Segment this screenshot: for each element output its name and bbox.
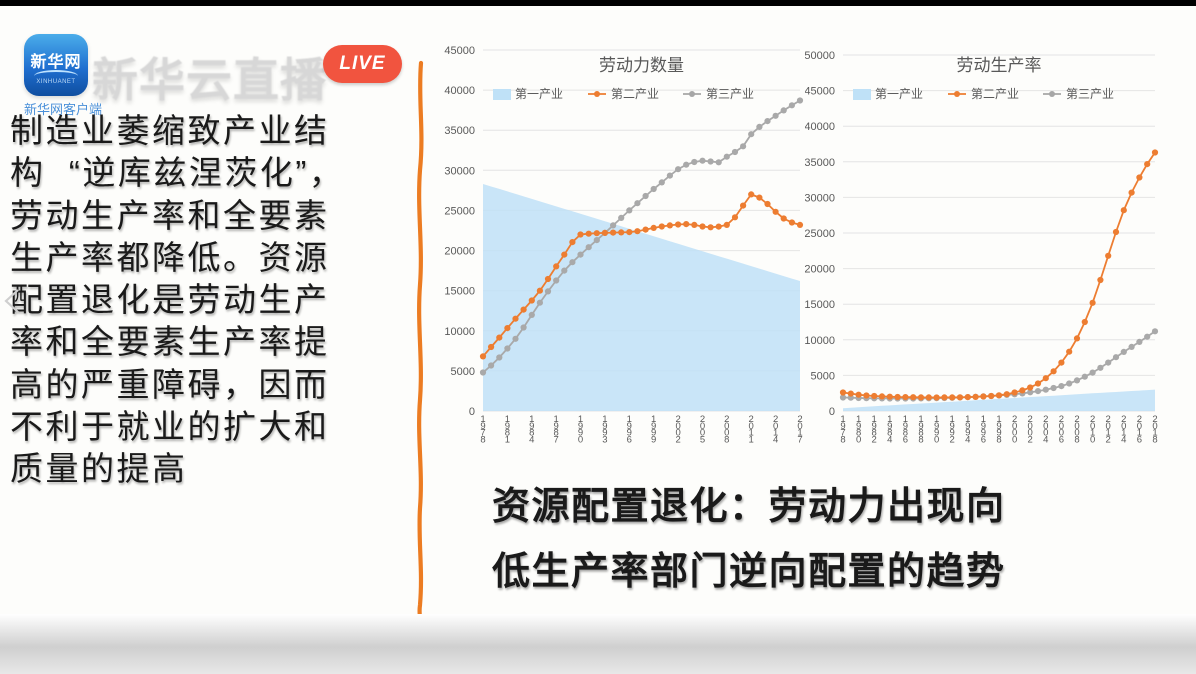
svg-text:4: 4 <box>965 434 970 445</box>
svg-text:15000: 15000 <box>444 286 475 298</box>
svg-text:第一产业: 第一产业 <box>875 87 923 101</box>
svg-text:10000: 10000 <box>444 326 475 338</box>
svg-text:8: 8 <box>1074 434 1079 445</box>
svg-text:2: 2 <box>950 434 955 445</box>
svg-text:5: 5 <box>700 434 705 445</box>
svg-text:劳动生产率: 劳动生产率 <box>957 56 1042 75</box>
svg-text:2: 2 <box>675 434 680 445</box>
svg-text:4: 4 <box>1043 434 1048 445</box>
svg-text:25000: 25000 <box>805 228 835 240</box>
svg-text:8: 8 <box>996 434 1001 445</box>
svg-text:4: 4 <box>1121 434 1126 445</box>
svg-text:10000: 10000 <box>805 335 835 347</box>
svg-text:15000: 15000 <box>805 299 835 311</box>
svg-text:第一产业: 第一产业 <box>515 87 563 101</box>
svg-text:20000: 20000 <box>444 246 475 258</box>
svg-text:6: 6 <box>1059 434 1064 445</box>
svg-text:8: 8 <box>840 434 845 445</box>
svg-text:6: 6 <box>903 434 908 445</box>
svg-text:35000: 35000 <box>805 157 835 169</box>
svg-text:3: 3 <box>602 434 607 445</box>
svg-text:9: 9 <box>651 434 656 445</box>
svg-text:第二产业: 第二产业 <box>971 87 1019 101</box>
svg-text:6: 6 <box>627 434 632 445</box>
svg-text:1: 1 <box>505 434 510 445</box>
svg-text:5000: 5000 <box>451 366 475 378</box>
svg-text:6: 6 <box>981 434 986 445</box>
svg-text:0: 0 <box>1012 434 1017 445</box>
svg-text:8: 8 <box>1152 434 1157 445</box>
svg-text:劳动力数量: 劳动力数量 <box>599 56 684 75</box>
svg-text:2: 2 <box>1028 434 1033 445</box>
svg-text:50000: 50000 <box>805 50 835 62</box>
svg-text:8: 8 <box>480 434 485 445</box>
svg-text:20000: 20000 <box>805 264 835 276</box>
svg-text:0: 0 <box>469 406 475 418</box>
svg-text:4: 4 <box>887 434 892 445</box>
svg-text:7: 7 <box>797 434 802 445</box>
svg-text:0: 0 <box>934 434 939 445</box>
svg-text:4: 4 <box>773 434 778 445</box>
svg-text:4: 4 <box>529 434 534 445</box>
svg-text:2: 2 <box>1106 434 1111 445</box>
svg-text:第三产业: 第三产业 <box>1066 87 1114 101</box>
svg-text:40000: 40000 <box>805 121 835 133</box>
svg-text:5000: 5000 <box>811 370 835 382</box>
svg-text:35000: 35000 <box>444 125 475 137</box>
svg-text:7: 7 <box>554 434 559 445</box>
svg-text:8: 8 <box>918 434 923 445</box>
svg-text:0: 0 <box>1090 434 1095 445</box>
svg-text:30000: 30000 <box>805 192 835 204</box>
svg-text:8: 8 <box>724 434 729 445</box>
svg-text:1: 1 <box>749 434 754 445</box>
svg-text:第二产业: 第二产业 <box>611 87 659 101</box>
svg-text:2: 2 <box>872 434 877 445</box>
svg-text:0: 0 <box>829 406 835 418</box>
svg-text:45000: 45000 <box>444 45 475 57</box>
svg-text:6: 6 <box>1137 434 1142 445</box>
svg-text:第三产业: 第三产业 <box>706 87 754 101</box>
svg-text:30000: 30000 <box>444 165 475 177</box>
svg-text:0: 0 <box>856 434 861 445</box>
svg-text:25000: 25000 <box>444 205 475 217</box>
svg-text:0: 0 <box>578 434 583 445</box>
svg-text:45000: 45000 <box>805 86 835 98</box>
svg-text:40000: 40000 <box>444 85 475 97</box>
